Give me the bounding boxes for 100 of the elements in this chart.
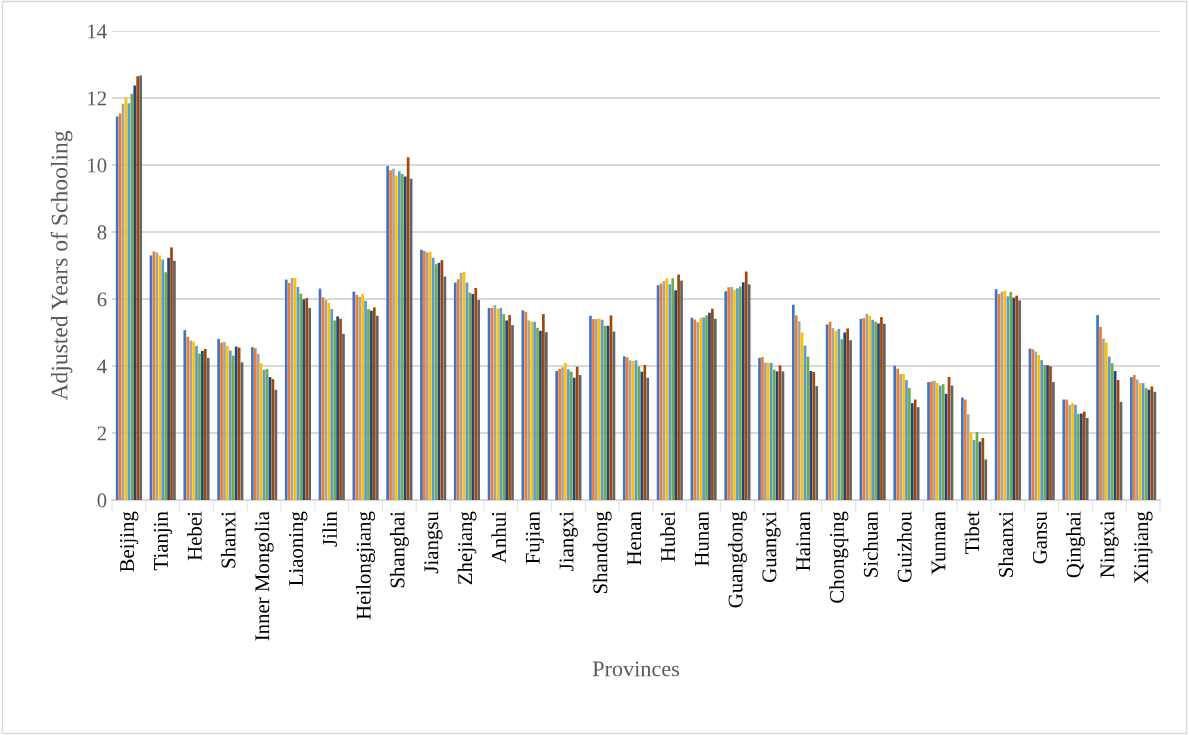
bar (1107, 356, 1111, 500)
bar (846, 328, 849, 500)
bar (502, 314, 506, 500)
bar (564, 362, 567, 500)
bar (880, 317, 883, 500)
x-tick-label: Jiangxi (559, 511, 578, 571)
bar (797, 321, 801, 500)
bar (431, 257, 435, 500)
y-axis-title: Adjusted Years of Schooling (50, 130, 73, 401)
bar (1096, 315, 1099, 500)
bar (173, 260, 176, 500)
bar (167, 257, 170, 500)
bar (1018, 300, 1021, 500)
x-tick-label: Guizhou (897, 511, 912, 582)
bar (916, 407, 920, 500)
y-tick-label: 0 (97, 493, 107, 508)
bar (183, 330, 187, 500)
bar (966, 414, 970, 500)
bar (1105, 342, 1108, 500)
bar (352, 291, 356, 500)
bar (815, 386, 819, 500)
bar (333, 320, 337, 500)
bar (330, 309, 334, 500)
bar (508, 315, 511, 500)
bar (226, 345, 229, 500)
bar (375, 315, 379, 500)
bar (395, 175, 398, 500)
bar (206, 357, 210, 500)
bar (575, 366, 579, 500)
x-tick-label: Guangxi (762, 511, 781, 582)
x-tick-label: Hebei (187, 511, 202, 561)
bar (342, 333, 345, 500)
y-tick-label: 10 (88, 158, 107, 173)
x-tick-label: Sichuan (863, 511, 878, 577)
bar (195, 345, 198, 500)
x-tick-label: Tibet (964, 511, 980, 554)
bar (542, 314, 545, 500)
bar (364, 300, 367, 500)
bar (505, 320, 508, 500)
bar (1102, 338, 1105, 500)
bar (572, 377, 576, 500)
y-tick-label: 14 (88, 24, 107, 39)
bar (1085, 417, 1089, 500)
bar (674, 290, 678, 500)
x-tick-label: Qinghai (1066, 511, 1085, 578)
x-tick-label: Hunan (694, 511, 709, 567)
bar (913, 399, 917, 500)
bar (849, 340, 852, 500)
bar (791, 304, 795, 500)
bar (1110, 363, 1114, 500)
x-tick-label: Heilongjiang (356, 511, 376, 620)
bar (646, 377, 650, 500)
bar (910, 403, 914, 500)
bar (477, 300, 481, 500)
bar (161, 259, 165, 500)
bar (133, 85, 137, 500)
bar (724, 291, 728, 500)
bar (643, 364, 647, 500)
bar (1009, 291, 1013, 500)
bar (217, 338, 220, 500)
x-tick-label: Shaanxi (998, 511, 1014, 577)
y-tick-label: 6 (97, 292, 107, 307)
bar (794, 315, 798, 500)
x-tick-label: Anhui (491, 511, 506, 563)
bar (386, 166, 389, 500)
bar (256, 353, 260, 500)
bar (1135, 379, 1139, 500)
bar (544, 332, 548, 500)
bar (840, 339, 844, 500)
bar (905, 380, 908, 500)
y-tick-label: 12 (88, 91, 106, 106)
bar (883, 323, 886, 500)
bar (711, 308, 714, 500)
x-tick-label: Tianjin (153, 511, 173, 571)
bar (164, 272, 167, 500)
x-tick-label: Inner Mongolia (254, 511, 274, 641)
bar (843, 332, 847, 500)
bar (1153, 391, 1157, 500)
bar (259, 363, 263, 500)
x-tick-label: Hainan (796, 511, 811, 571)
bar (1099, 326, 1102, 500)
x-tick-label: Jilin (322, 511, 337, 547)
x-tick-label: Xinjiang (1134, 511, 1153, 584)
bar (671, 278, 675, 500)
bar (308, 308, 311, 500)
x-tick-label: Jiangsu (424, 511, 443, 574)
x-tick-label: Henan (627, 511, 642, 565)
bar (668, 284, 672, 500)
bar (474, 287, 478, 500)
x-tick-label: Fujian (525, 511, 545, 564)
bar (713, 318, 717, 500)
x-tick-label: Hubei (660, 511, 676, 562)
bar (589, 315, 592, 500)
bar (130, 93, 134, 500)
bar (170, 247, 173, 500)
x-tick-label: Gansu (1032, 511, 1047, 564)
x-tick-label: Beijing (120, 511, 139, 572)
bar (228, 350, 232, 500)
y-tick-label: 2 (97, 426, 106, 441)
bar (1052, 382, 1055, 500)
